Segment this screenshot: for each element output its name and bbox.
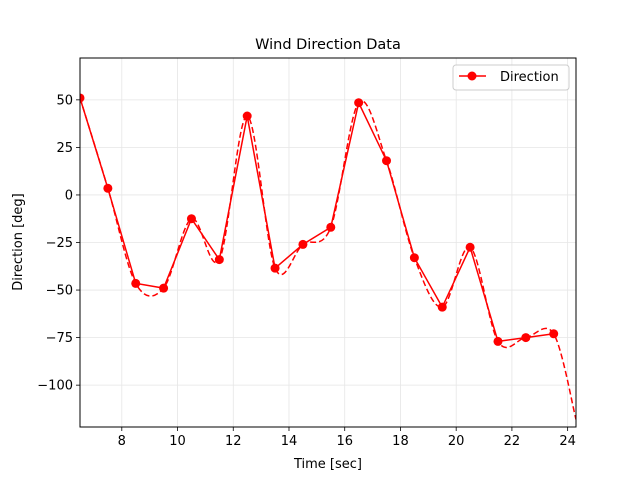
legend-label-direction: Direction [500,70,559,85]
series-direction-point [354,98,364,108]
series-direction-point [242,111,252,121]
series-direction-point [465,242,475,252]
series-direction-point [270,263,280,273]
y-tick-label: 0 [65,188,73,203]
series-direction-point [298,239,308,249]
legend-box [452,64,570,91]
series-direction-point [382,156,392,166]
series-direction-point [103,183,113,193]
y-tick-label: −75 [46,331,73,346]
series-direction-point [549,329,559,339]
x-tick-label: 18 [392,434,409,449]
x-tick-label: 8 [118,434,126,449]
series-direction-point [80,93,85,103]
x-tick-label: 22 [504,434,521,449]
x-tick-label: 20 [448,434,465,449]
x-tick-label: 16 [336,434,353,449]
legend-marker-sample [467,71,477,81]
plot-data [80,93,576,420]
series-direction-line [80,97,554,343]
series-direction-point [437,302,447,312]
x-axis-label: Time [sec] [293,457,362,472]
y-tick-label: −50 [46,284,73,299]
axis-ticks: 8 10 12 14 16 18 20 22 24 50 25 0 −25 −50 −75 −100 [37,93,576,449]
x-tick-label: 12 [225,434,242,449]
y-tick-label: −25 [46,236,73,251]
series-direction-point [409,253,419,263]
series-direction-point [159,283,169,293]
series-direction-point [131,278,141,288]
chart-title: Wind Direction Data [255,37,401,53]
series-direction-point [186,214,196,224]
y-tick-label: 50 [56,93,73,108]
series-direction-point [214,255,224,265]
x-tick-label: 10 [169,434,186,449]
y-tick-label: 25 [56,141,73,156]
series-direction-point [521,333,531,343]
y-axis-label: Direction [deg] [11,193,26,291]
legend: Direction [452,64,570,91]
x-tick-label: 14 [281,434,298,449]
x-tick-label: 24 [559,434,576,449]
y-tick-label: −100 [37,379,73,394]
series-direction-point [326,222,336,232]
grid [80,58,576,427]
series-direction-point [493,336,503,346]
